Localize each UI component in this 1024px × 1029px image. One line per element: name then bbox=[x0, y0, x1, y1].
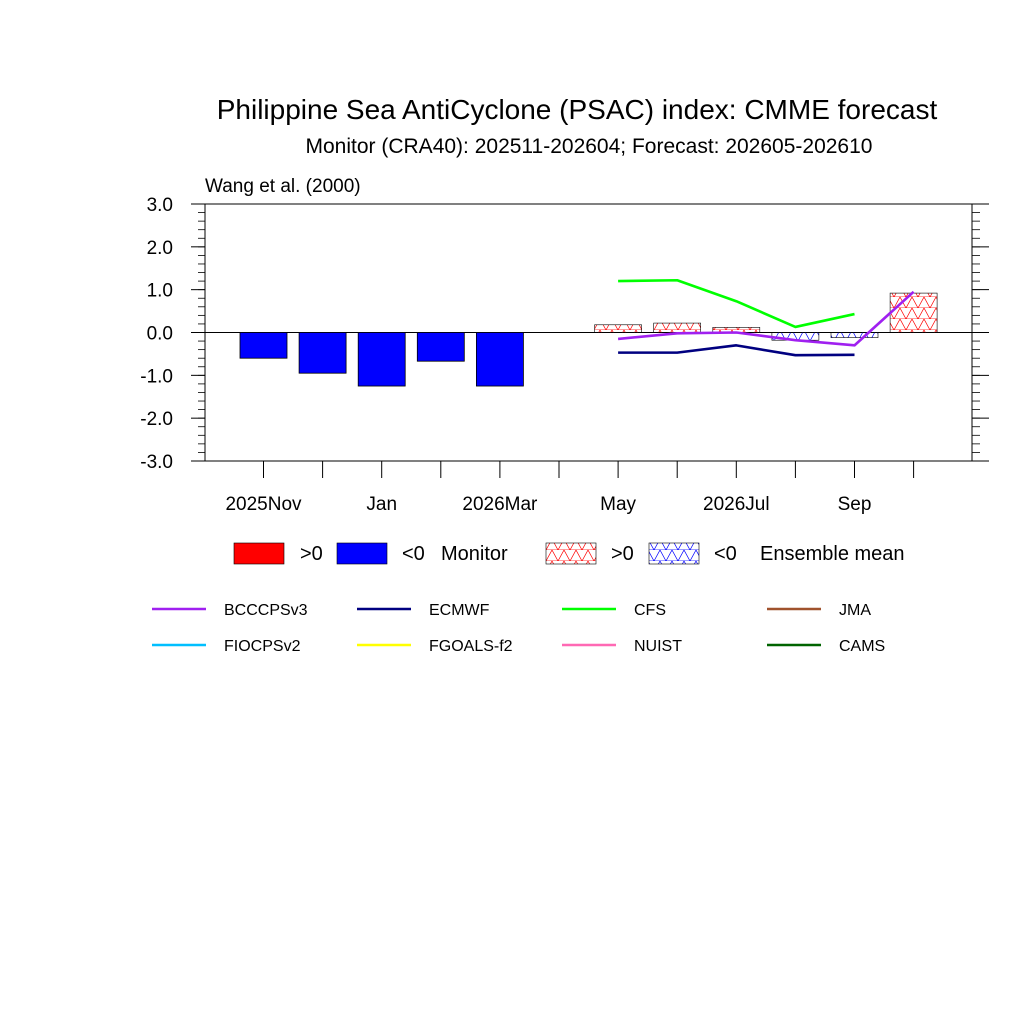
chart-subtitle: Monitor (CRA40): 202511-202604; Forecast… bbox=[306, 135, 873, 158]
y-tick-label: 0.0 bbox=[147, 324, 173, 345]
legend-label-fiocpsv2: FIOCPSv2 bbox=[224, 638, 301, 655]
ensemble-mean-bar bbox=[594, 324, 642, 333]
legend-monitor-label: Monitor bbox=[441, 543, 508, 565]
ensemble-mean-bar bbox=[889, 292, 938, 333]
x-tick-label: 2026Jul bbox=[703, 494, 770, 515]
chart-title: Philippine Sea AntiCyclone (PSAC) index:… bbox=[217, 94, 938, 125]
legend-ensemble-pos-label: >0 bbox=[611, 543, 634, 565]
legend-ensemble-neg-swatch bbox=[648, 542, 700, 565]
y-tick-label: -2.0 bbox=[140, 409, 173, 430]
series-line-cfs bbox=[618, 278, 855, 329]
monitor-bar bbox=[298, 332, 347, 374]
x-tick-label: 2025Nov bbox=[225, 494, 302, 515]
ensemble-mean-bar bbox=[830, 332, 879, 338]
y-tick-label: -1.0 bbox=[140, 366, 173, 387]
x-tick-label: Jan bbox=[366, 494, 397, 515]
legend-monitor-pos-swatch bbox=[233, 542, 285, 565]
monitor-bar bbox=[239, 332, 288, 359]
legend-label-bcccpsv3: BCCCPSv3 bbox=[224, 602, 308, 619]
y-tick-label: 2.0 bbox=[147, 238, 173, 259]
monitor-bar bbox=[416, 332, 465, 362]
chart-annotation: Wang et al. (2000) bbox=[205, 176, 361, 197]
y-tick-label: 1.0 bbox=[147, 281, 173, 302]
series-line-ecmwf bbox=[618, 344, 855, 357]
ensemble-mean-bar bbox=[653, 322, 702, 333]
legend: >0 <0 Monitor >0 <0 Ensemble mean BCCCPSv3 ECMW… bbox=[152, 542, 905, 655]
legend-label-fgoals-f2: FGOALS-f2 bbox=[429, 638, 513, 655]
x-tick-label: Sep bbox=[838, 494, 872, 515]
monitor-bar bbox=[357, 332, 406, 387]
legend-monitor-neg-label: <0 bbox=[402, 543, 425, 565]
x-tick-label: 2026Mar bbox=[462, 494, 538, 515]
y-tick-label: 3.0 bbox=[147, 195, 173, 216]
legend-label-cams: CAMS bbox=[839, 638, 885, 655]
legend-ensemble-neg-label: <0 bbox=[714, 543, 737, 565]
legend-ensemble-label: Ensemble mean bbox=[760, 543, 905, 565]
legend-ensemble-pos-swatch bbox=[545, 542, 597, 565]
monitor-bar bbox=[475, 332, 524, 387]
legend-monitor-neg-swatch bbox=[336, 542, 388, 565]
legend-label-cfs: CFS bbox=[634, 602, 666, 619]
legend-label-ecmwf: ECMWF bbox=[429, 602, 490, 619]
series-line-bcccpsv3 bbox=[617, 290, 915, 347]
legend-label-jma: JMA bbox=[839, 602, 871, 619]
legend-monitor-pos-label: >0 bbox=[300, 543, 323, 565]
y-tick-label: -3.0 bbox=[140, 452, 173, 473]
x-tick-label: May bbox=[600, 494, 636, 515]
plot-area: 3.0 2.0 1.0 0.0 -1.0 -2.0 -3.0 2025Nov Jan 2026Ma… bbox=[140, 195, 989, 515]
legend-label-nuist: NUIST bbox=[634, 638, 682, 655]
